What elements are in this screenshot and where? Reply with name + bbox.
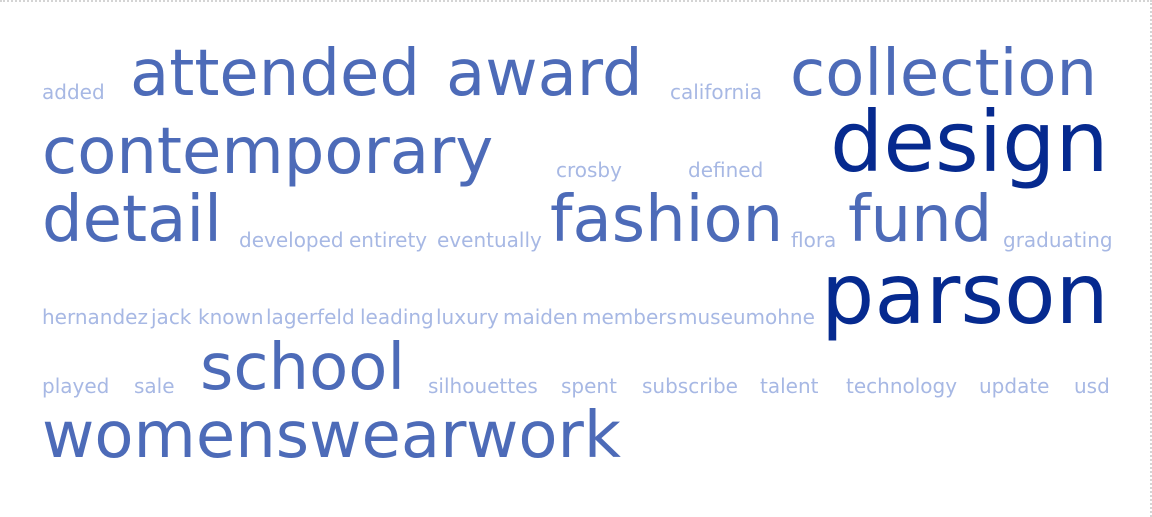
word-work: work: [466, 399, 621, 473]
word-california: california: [670, 80, 763, 104]
word-technology: technology: [846, 374, 958, 398]
word-flora: flora: [791, 228, 837, 252]
word-jack: jack: [151, 305, 192, 329]
word-graduating: graduating: [1003, 228, 1113, 252]
word-luxury: luxury: [436, 305, 499, 329]
word-entirety: entirety: [349, 228, 428, 252]
word-womenswear: womenswear: [42, 399, 467, 473]
word-fashion: fashion: [550, 183, 784, 257]
word-museum: museum: [678, 305, 766, 329]
word-maiden: maiden: [503, 305, 578, 329]
word-members: members: [582, 305, 677, 329]
word-developed: developed: [239, 228, 344, 252]
word-school: school: [200, 331, 406, 405]
word-spent: spent: [561, 374, 617, 398]
word-ohne: ohne: [765, 305, 815, 329]
word-attended: attended: [130, 37, 420, 111]
word-hernandez: hernandez: [42, 305, 148, 329]
word-played: played: [42, 374, 110, 398]
word-award: award: [446, 37, 643, 111]
word-crosby: crosby: [556, 158, 622, 182]
word-design: design: [830, 93, 1109, 191]
word-sale: sale: [134, 374, 175, 398]
word-parson: parson: [821, 245, 1109, 343]
word-added: added: [42, 80, 105, 104]
word-fund: fund: [848, 183, 993, 257]
word-defined: defined: [688, 158, 764, 182]
word-update: update: [979, 374, 1050, 398]
word-leading: leading: [360, 305, 434, 329]
word-eventually: eventually: [437, 228, 542, 252]
word-lagerfeld: lagerfeld: [266, 305, 355, 329]
word-known: known: [198, 305, 264, 329]
word-detail: detail: [42, 183, 222, 257]
word-collection: collection: [790, 37, 1098, 111]
word-contemporary: contemporary: [42, 115, 494, 189]
word-talent: talent: [760, 374, 819, 398]
word-silhouettes: silhouettes: [428, 374, 538, 398]
word-usd: usd: [1074, 374, 1110, 398]
word-subscribe: subscribe: [642, 374, 738, 398]
